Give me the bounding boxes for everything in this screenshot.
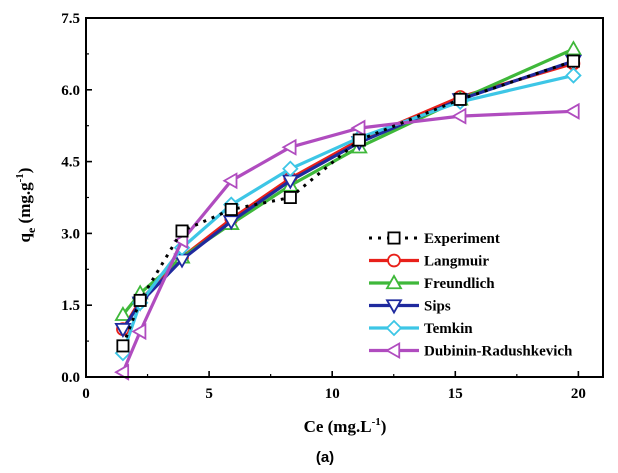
y-tick-label: 1.5 — [61, 298, 80, 314]
y-tick-label: 7.5 — [61, 11, 80, 27]
data-point — [222, 215, 240, 231]
data-point — [114, 305, 132, 321]
y-tick-label: 3.0 — [61, 226, 80, 242]
data-point — [114, 363, 130, 381]
x-tick-label: 5 — [205, 386, 213, 402]
x-tick-label: 15 — [448, 386, 463, 402]
data-point — [564, 40, 583, 56]
legend-label: Sips — [424, 299, 451, 315]
legend-entry: Temkin — [369, 319, 473, 337]
legend-label: Dubinin-Radushkevich — [424, 344, 573, 360]
data-point — [175, 224, 189, 238]
y-tick-label: 4.5 — [61, 155, 80, 171]
legend-label: Temkin — [424, 321, 473, 337]
legend-label: Experiment — [424, 231, 500, 247]
panel-label: (a) — [316, 449, 334, 466]
data-point — [451, 107, 467, 125]
legend: Experiment Langmuir Freundlich Sips Temkin Du… — [369, 231, 573, 360]
x-tick-label: 10 — [325, 386, 340, 402]
ticks-layer: 0 5 10 15 20 0.0 1.5 3.0 4.5 6.0 7.5 — [61, 11, 586, 402]
data-point — [283, 190, 297, 204]
legend-entry: Freundlich — [369, 274, 495, 292]
legend-marker — [385, 341, 401, 360]
legend-marker — [385, 299, 403, 315]
series-experiment — [116, 54, 580, 353]
series-line — [121, 59, 574, 347]
data-point — [352, 133, 366, 147]
data-point — [350, 119, 366, 137]
legend-entry: Sips — [369, 299, 451, 315]
series-sips — [114, 54, 583, 338]
legend-marker — [387, 253, 401, 268]
series-dubinin-radushkevich — [114, 102, 580, 381]
legend-marker — [385, 319, 403, 337]
y-tick-label: 0.0 — [61, 370, 80, 386]
data-point — [224, 202, 238, 216]
data-point — [116, 339, 130, 353]
x-tick-label: 0 — [82, 386, 90, 402]
series-langmuir — [116, 56, 581, 336]
series-line — [121, 59, 575, 330]
data-point — [453, 92, 467, 106]
data-point — [133, 293, 147, 307]
x-axis-title: Ce (mg.L-1) — [304, 416, 387, 436]
series-layer — [114, 40, 583, 381]
legend-entry: Dubinin-Radushkevich — [369, 341, 573, 360]
legend-label: Freundlich — [424, 276, 495, 292]
data-point — [566, 54, 580, 68]
series-line — [121, 109, 574, 373]
legend-entry: Experiment — [369, 231, 500, 247]
legend-marker — [385, 274, 403, 290]
data-point — [564, 102, 580, 120]
data-point — [222, 172, 238, 190]
series-line — [121, 61, 574, 330]
legend-entry: Langmuir — [369, 254, 489, 270]
series-line — [121, 73, 574, 354]
data-point — [131, 322, 147, 341]
data-point — [565, 67, 582, 84]
series-temkin — [114, 67, 582, 362]
data-point — [281, 138, 297, 156]
legend-label: Langmuir — [424, 254, 489, 270]
x-tick-label: 20 — [571, 386, 586, 402]
legend-marker — [387, 231, 401, 245]
series-line — [121, 47, 575, 316]
y-axis-title: qe (mg.g-1) — [14, 168, 38, 243]
y-tick-label: 6.0 — [61, 83, 80, 99]
data-point — [282, 160, 299, 178]
data-point — [114, 322, 132, 338]
